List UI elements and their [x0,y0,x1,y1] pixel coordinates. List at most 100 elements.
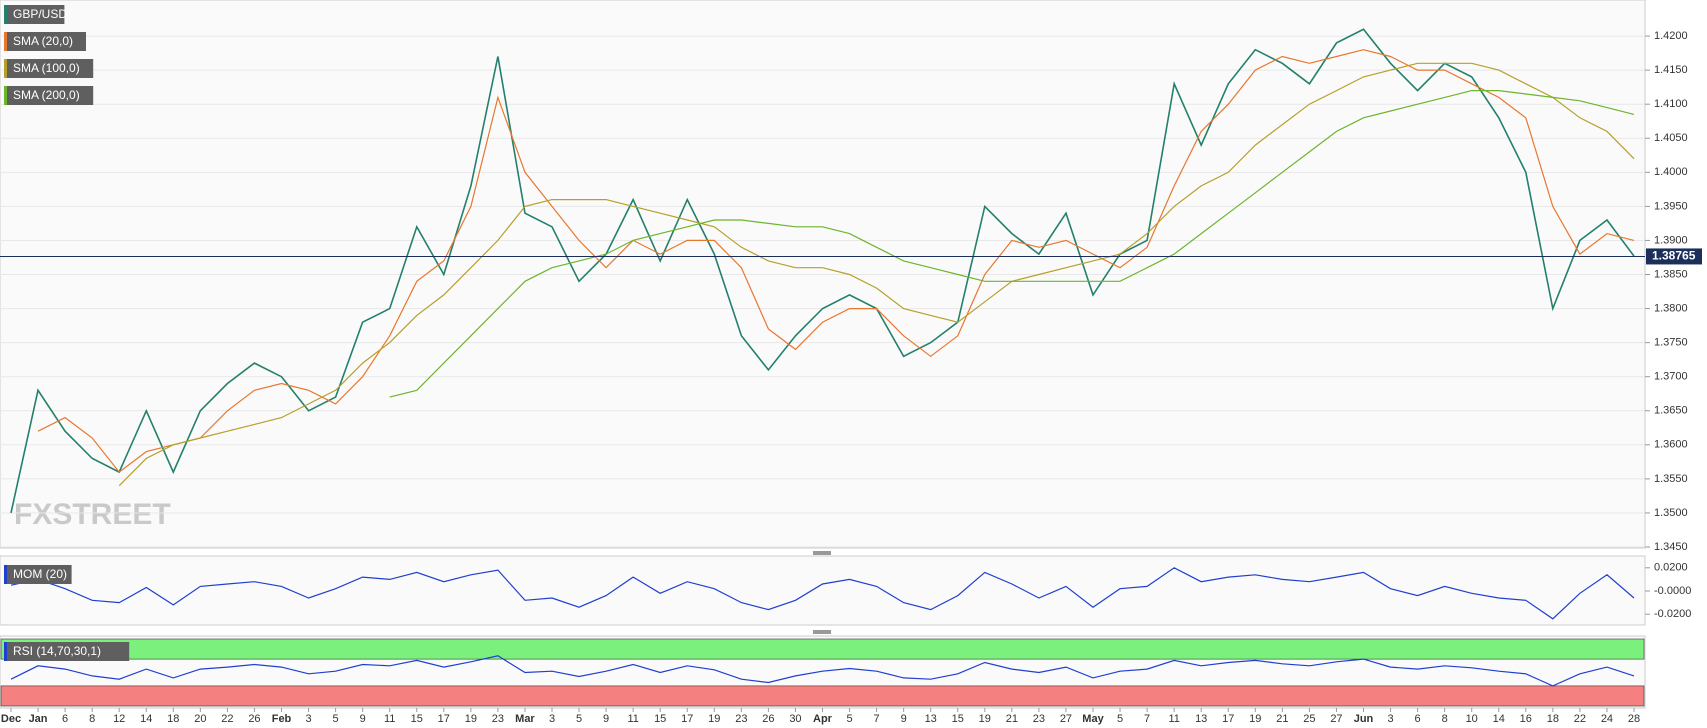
price-tag [1646,248,1702,265]
x-tick-label: 6 [62,713,68,725]
x-tick-label: 22 [1574,713,1586,725]
x-tick-label: 9 [603,713,609,725]
x-tick-label: 3 [549,713,555,725]
x-tick-label: 25 [1303,713,1315,725]
legend-label: GBP/USD [13,7,67,21]
x-tick-label: 24 [1601,713,1613,725]
x-tick-label: 13 [1195,713,1207,725]
y-tick-label: 1.3500 [1654,507,1688,519]
x-tick-label: Apr [813,713,833,725]
x-tick-label: 17 [1222,713,1234,725]
x-tick-label: Jun [1354,713,1374,725]
x-tick-label: 5 [576,713,582,725]
x-tick-label: 18 [167,713,179,725]
x-tick-label: 19 [1249,713,1261,725]
mom-panel [0,555,1646,626]
y-tick-label: -0.0000 [1654,585,1691,597]
y-tick-label: 1.4050 [1654,132,1688,144]
x-tick-label: 7 [1144,713,1150,725]
legend-swatch [4,32,7,51]
legend-swatch [4,5,7,24]
overbought-band [0,638,1645,660]
y-tick-label: 1.3700 [1654,371,1688,383]
y-tick-label: 1.3750 [1654,337,1688,349]
x-tick-label: May [1082,713,1104,725]
series-line [10,567,1635,620]
watermark: FXSTREET [14,498,171,531]
x-tick-label: 23 [735,713,747,725]
y-tick-label: 1.4150 [1654,64,1688,76]
last-price-label: 1.38765 [1652,249,1696,263]
x-tick-label: 21 [1276,713,1288,725]
splitter[interactable] [813,551,831,555]
x-tick-label: 11 [1168,713,1179,725]
y-tick-label: 1.3650 [1654,405,1688,417]
legend-swatch [4,59,7,78]
x-tick-label: 3 [305,713,311,725]
legend-box [4,59,94,78]
x-tick-label: 23 [492,713,504,725]
x-tick-label: 27 [1330,713,1342,725]
legend-item: SMA (20,0) [4,32,86,51]
x-tick-label: 27 [1060,713,1072,725]
y-tick-label: 0.0200 [1654,562,1688,574]
x-tick-label: 13 [925,713,937,725]
x-tick-label: 11 [627,713,638,725]
x-tick-label: 16 [1520,713,1532,725]
x-tick-label: 22 [221,713,233,725]
x-tick-label: 15 [952,713,964,725]
legend-box [4,642,130,661]
y-tick-label: -0.0200 [1654,608,1691,620]
y-tick-label: 1.3900 [1654,234,1688,246]
x-tick-label: 14 [140,713,152,725]
x-tick-label: 5 [333,713,339,725]
legend-label: SMA (20,0) [13,34,73,48]
x-tick-label: Jan [29,713,48,725]
x-tick-label: 26 [762,713,774,725]
x-tick-label: 17 [438,713,450,725]
x-tick-label: 18 [1547,713,1559,725]
x-tick-label: 8 [1442,713,1448,725]
legend-swatch [4,642,7,661]
x-tick-label: 23 [1033,713,1045,725]
legend-item: SMA (100,0) [4,59,94,78]
x-tick-label: 14 [1493,713,1505,725]
y-tick-label: 1.4100 [1654,98,1688,110]
x-tick-label: 6 [1415,713,1421,725]
legend-item: SMA (200,0) [4,86,94,105]
legend-item: RSI (14,70,30,1) [4,642,130,661]
series-line [10,655,1635,687]
x-tick-label: 11 [384,713,395,725]
x-tick-label: 15 [654,713,666,725]
x-tick-label: 10 [1466,713,1478,725]
series-line [10,28,1635,514]
x-tick-label: Mar [515,713,535,725]
x-tick-label: 19 [708,713,720,725]
x-tick-label: Dec [1,713,21,725]
x-tick-label: 7 [874,713,880,725]
x-tick-label: 19 [465,713,477,725]
x-tick-label: 8 [89,713,95,725]
oversold-band [0,685,1645,707]
legend-box [4,86,94,105]
x-tick-label: 5 [1117,713,1123,725]
y-tick-label: 1.4000 [1654,166,1688,178]
x-tick-label: 17 [681,713,693,725]
x-tick-label: 12 [113,713,125,725]
y-tick-label: 1.3850 [1654,268,1688,280]
legend-box [4,32,86,51]
legend-swatch [4,86,7,105]
splitter[interactable] [813,630,831,634]
x-tick-label: 19 [979,713,991,725]
legend-label: SMA (200,0) [13,88,80,102]
x-tick-label: 21 [1006,713,1018,725]
x-tick-label: 28 [1628,713,1640,725]
legend-box [4,565,72,584]
legend-label: MOM (20) [13,567,67,581]
legend-item: GBP/USD [4,5,67,24]
x-tick-label: 26 [248,713,260,725]
y-tick-label: 1.3450 [1654,541,1688,553]
legend-item: MOM (20) [4,565,72,584]
y-tick-label: 1.4200 [1654,30,1688,42]
legend-label: RSI (14,70,30,1) [13,644,101,658]
